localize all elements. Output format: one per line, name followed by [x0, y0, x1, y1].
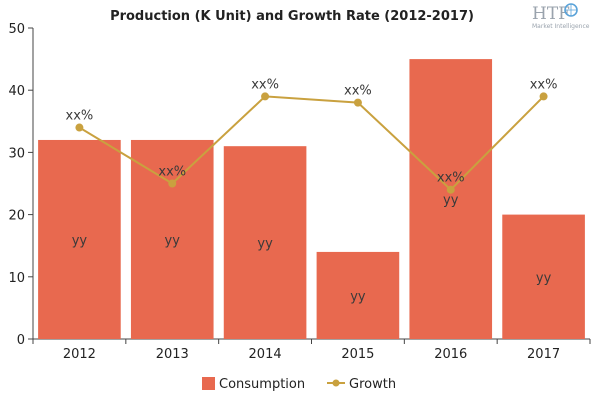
- growth-point: [446, 185, 455, 194]
- bar-data-label: yy: [350, 289, 366, 304]
- y-tick-label: 10: [8, 271, 25, 286]
- htf-logo: HTF Market Intelligence: [532, 3, 590, 30]
- bar-data-label: yy: [257, 237, 273, 252]
- growth-point: [539, 92, 548, 101]
- bar: [409, 59, 493, 339]
- y-tick-label: 20: [8, 209, 25, 224]
- logo-subtext: Market Intelligence: [532, 23, 590, 30]
- legend: Consumption Growth: [202, 377, 396, 392]
- legend-swatch-consumption: [202, 377, 215, 390]
- y-tick-label: 40: [8, 84, 25, 99]
- bar: [38, 139, 121, 339]
- growth-line: [78, 95, 545, 192]
- y-tick-label: 30: [8, 146, 25, 161]
- legend-marker-growth: [332, 379, 340, 387]
- x-tick-label: 2017: [527, 347, 560, 362]
- bar: [223, 146, 307, 339]
- x-tick-label: 2015: [341, 347, 374, 362]
- y-tick-label: 0: [17, 333, 25, 348]
- y-tick-label: 50: [8, 22, 25, 37]
- growth-data-label: xx%: [437, 171, 465, 186]
- bar-data-label: yy: [165, 233, 181, 248]
- bar-data-label: yy: [443, 193, 459, 208]
- legend-label-growth: Growth: [349, 377, 396, 392]
- bar: [502, 214, 585, 339]
- legend-label-consumption: Consumption: [219, 377, 305, 392]
- bar: [130, 139, 214, 339]
- growth-data-label: xx%: [344, 84, 372, 99]
- plot-area: 0 10 20 30 40 50 2012 2013 2014 2015 2016 2017 yy yy y…: [8, 22, 591, 362]
- growth-data-label: xx%: [530, 77, 558, 92]
- growth-point: [353, 98, 362, 107]
- x-tick-label: 2016: [434, 347, 467, 362]
- bar-data-label: yy: [72, 233, 88, 248]
- chart-title: Production (K Unit) and Growth Rate (201…: [110, 9, 474, 24]
- growth-data-label: xx%: [66, 109, 94, 124]
- x-tick-label: 2014: [249, 347, 282, 362]
- growth-point: [75, 123, 84, 132]
- bar-data-label: yy: [536, 271, 552, 286]
- growth-point: [168, 179, 177, 188]
- x-tick-label: 2012: [63, 347, 96, 362]
- growth-data-label: xx%: [158, 165, 186, 180]
- growth-point: [261, 92, 270, 101]
- logo-text: HTF: [532, 4, 570, 24]
- growth-data-label: xx%: [251, 77, 279, 92]
- bar: [316, 251, 400, 339]
- globe-grid: [565, 4, 577, 16]
- x-tick-label: 2013: [156, 347, 189, 362]
